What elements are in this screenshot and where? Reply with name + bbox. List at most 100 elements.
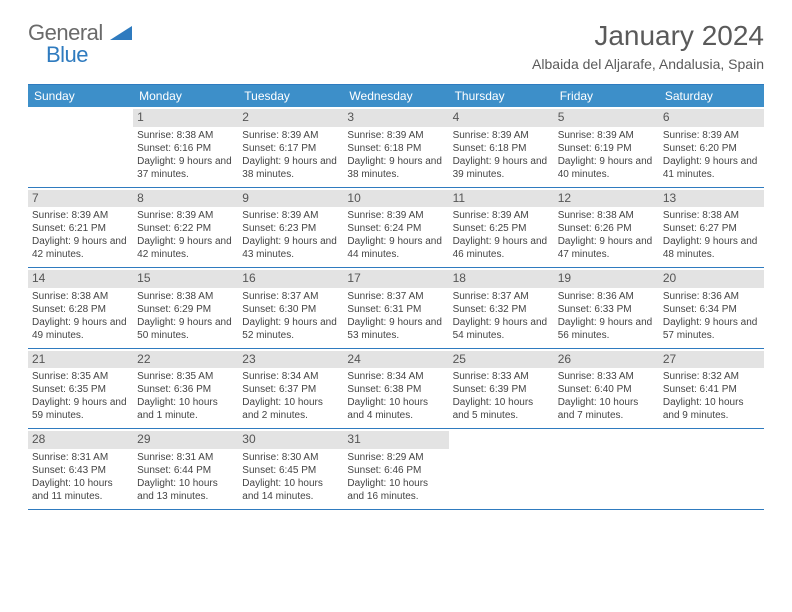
sunset-text: Sunset: 6:19 PM — [558, 142, 655, 155]
sunset-text: Sunset: 6:43 PM — [32, 464, 129, 477]
sunrise-text: Sunrise: 8:39 AM — [32, 209, 129, 222]
sunset-text: Sunset: 6:36 PM — [137, 383, 234, 396]
title-block: January 2024 Albaida del Aljarafe, Andal… — [532, 20, 764, 72]
day-cell: . — [28, 107, 133, 187]
daylight-text: Daylight: 9 hours and 59 minutes. — [32, 396, 129, 422]
day-number: 9 — [238, 190, 343, 208]
sunrise-text: Sunrise: 8:36 AM — [663, 290, 760, 303]
weekday-header: Monday — [133, 85, 238, 107]
day-number: 20 — [659, 270, 764, 288]
daylight-text: Daylight: 10 hours and 13 minutes. — [137, 477, 234, 503]
day-number: 10 — [343, 190, 448, 208]
daylight-text: Daylight: 9 hours and 56 minutes. — [558, 316, 655, 342]
day-cell: 30Sunrise: 8:30 AMSunset: 6:45 PMDayligh… — [238, 429, 343, 509]
day-cell: 22Sunrise: 8:35 AMSunset: 6:36 PMDayligh… — [133, 349, 238, 429]
sunset-text: Sunset: 6:22 PM — [137, 222, 234, 235]
day-number: 12 — [554, 190, 659, 208]
day-number: 15 — [133, 270, 238, 288]
day-cell: 5Sunrise: 8:39 AMSunset: 6:19 PMDaylight… — [554, 107, 659, 187]
day-cell: 8Sunrise: 8:39 AMSunset: 6:22 PMDaylight… — [133, 188, 238, 268]
sunrise-text: Sunrise: 8:33 AM — [453, 370, 550, 383]
day-cell: 23Sunrise: 8:34 AMSunset: 6:37 PMDayligh… — [238, 349, 343, 429]
day-cell: . — [554, 429, 659, 509]
daylight-text: Daylight: 10 hours and 14 minutes. — [242, 477, 339, 503]
sunset-text: Sunset: 6:26 PM — [558, 222, 655, 235]
sunset-text: Sunset: 6:32 PM — [453, 303, 550, 316]
day-cell: . — [449, 429, 554, 509]
sunrise-text: Sunrise: 8:39 AM — [242, 129, 339, 142]
sunrise-text: Sunrise: 8:36 AM — [558, 290, 655, 303]
weekday-header: Friday — [554, 85, 659, 107]
daylight-text: Daylight: 10 hours and 16 minutes. — [347, 477, 444, 503]
sunrise-text: Sunrise: 8:38 AM — [137, 290, 234, 303]
sunset-text: Sunset: 6:46 PM — [347, 464, 444, 477]
day-cell: 25Sunrise: 8:33 AMSunset: 6:39 PMDayligh… — [449, 349, 554, 429]
daylight-text: Daylight: 10 hours and 4 minutes. — [347, 396, 444, 422]
daylight-text: Daylight: 9 hours and 39 minutes. — [453, 155, 550, 181]
sunrise-text: Sunrise: 8:38 AM — [663, 209, 760, 222]
sunrise-text: Sunrise: 8:34 AM — [242, 370, 339, 383]
logo: General Blue — [28, 20, 132, 68]
day-number: 4 — [449, 109, 554, 127]
day-number: 23 — [238, 351, 343, 369]
sunrise-text: Sunrise: 8:39 AM — [347, 129, 444, 142]
sunset-text: Sunset: 6:29 PM — [137, 303, 234, 316]
sunset-text: Sunset: 6:18 PM — [453, 142, 550, 155]
sunrise-text: Sunrise: 8:38 AM — [32, 290, 129, 303]
week-row: 21Sunrise: 8:35 AMSunset: 6:35 PMDayligh… — [28, 349, 764, 430]
daylight-text: Daylight: 9 hours and 42 minutes. — [137, 235, 234, 261]
daylight-text: Daylight: 9 hours and 53 minutes. — [347, 316, 444, 342]
sunset-text: Sunset: 6:30 PM — [242, 303, 339, 316]
day-number: 14 — [28, 270, 133, 288]
sunset-text: Sunset: 6:44 PM — [137, 464, 234, 477]
daylight-text: Daylight: 9 hours and 41 minutes. — [663, 155, 760, 181]
day-cell: 11Sunrise: 8:39 AMSunset: 6:25 PMDayligh… — [449, 188, 554, 268]
day-cell: 13Sunrise: 8:38 AMSunset: 6:27 PMDayligh… — [659, 188, 764, 268]
daylight-text: Daylight: 9 hours and 42 minutes. — [32, 235, 129, 261]
day-cell: 16Sunrise: 8:37 AMSunset: 6:30 PMDayligh… — [238, 268, 343, 348]
sunrise-text: Sunrise: 8:32 AM — [663, 370, 760, 383]
daylight-text: Daylight: 9 hours and 40 minutes. — [558, 155, 655, 181]
weekday-header: Saturday — [659, 85, 764, 107]
day-number: 7 — [28, 190, 133, 208]
sunrise-text: Sunrise: 8:39 AM — [347, 209, 444, 222]
daylight-text: Daylight: 9 hours and 44 minutes. — [347, 235, 444, 261]
sunrise-text: Sunrise: 8:31 AM — [137, 451, 234, 464]
daylight-text: Daylight: 10 hours and 7 minutes. — [558, 396, 655, 422]
day-cell: 17Sunrise: 8:37 AMSunset: 6:31 PMDayligh… — [343, 268, 448, 348]
day-number: 16 — [238, 270, 343, 288]
day-cell: 4Sunrise: 8:39 AMSunset: 6:18 PMDaylight… — [449, 107, 554, 187]
sunset-text: Sunset: 6:20 PM — [663, 142, 760, 155]
day-cell: 1Sunrise: 8:38 AMSunset: 6:16 PMDaylight… — [133, 107, 238, 187]
sunrise-text: Sunrise: 8:39 AM — [453, 209, 550, 222]
daylight-text: Daylight: 10 hours and 1 minute. — [137, 396, 234, 422]
daylight-text: Daylight: 10 hours and 2 minutes. — [242, 396, 339, 422]
daylight-text: Daylight: 9 hours and 49 minutes. — [32, 316, 129, 342]
sunrise-text: Sunrise: 8:38 AM — [558, 209, 655, 222]
daylight-text: Daylight: 9 hours and 50 minutes. — [137, 316, 234, 342]
week-row: 7Sunrise: 8:39 AMSunset: 6:21 PMDaylight… — [28, 188, 764, 269]
sunset-text: Sunset: 6:16 PM — [137, 142, 234, 155]
day-number: 24 — [343, 351, 448, 369]
sunset-text: Sunset: 6:23 PM — [242, 222, 339, 235]
day-number: 8 — [133, 190, 238, 208]
daylight-text: Daylight: 10 hours and 11 minutes. — [32, 477, 129, 503]
day-cell: 28Sunrise: 8:31 AMSunset: 6:43 PMDayligh… — [28, 429, 133, 509]
day-cell: 21Sunrise: 8:35 AMSunset: 6:35 PMDayligh… — [28, 349, 133, 429]
day-cell: 20Sunrise: 8:36 AMSunset: 6:34 PMDayligh… — [659, 268, 764, 348]
day-cell: 26Sunrise: 8:33 AMSunset: 6:40 PMDayligh… — [554, 349, 659, 429]
weeks-container: .1Sunrise: 8:38 AMSunset: 6:16 PMDayligh… — [28, 107, 764, 510]
sunrise-text: Sunrise: 8:33 AM — [558, 370, 655, 383]
day-cell: 18Sunrise: 8:37 AMSunset: 6:32 PMDayligh… — [449, 268, 554, 348]
sunset-text: Sunset: 6:24 PM — [347, 222, 444, 235]
day-number: 22 — [133, 351, 238, 369]
logo-triangle-icon — [110, 24, 132, 40]
day-cell: 14Sunrise: 8:38 AMSunset: 6:28 PMDayligh… — [28, 268, 133, 348]
sunrise-text: Sunrise: 8:39 AM — [663, 129, 760, 142]
sunset-text: Sunset: 6:38 PM — [347, 383, 444, 396]
day-cell: 2Sunrise: 8:39 AMSunset: 6:17 PMDaylight… — [238, 107, 343, 187]
week-row: 28Sunrise: 8:31 AMSunset: 6:43 PMDayligh… — [28, 429, 764, 510]
sunrise-text: Sunrise: 8:30 AM — [242, 451, 339, 464]
day-number: 17 — [343, 270, 448, 288]
daylight-text: Daylight: 9 hours and 43 minutes. — [242, 235, 339, 261]
